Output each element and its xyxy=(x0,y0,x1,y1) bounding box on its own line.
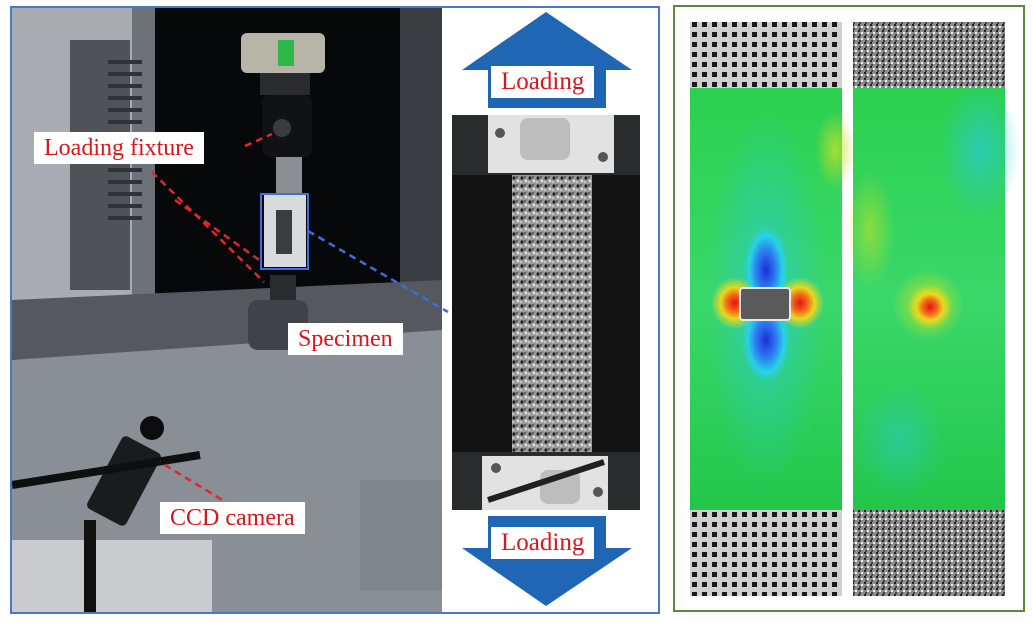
ccd-camera-icon xyxy=(11,416,201,612)
specimen-closeup xyxy=(452,115,640,510)
label-loading-top: Loading xyxy=(491,66,595,98)
specimen-box-icon xyxy=(260,193,309,270)
pointer-lines xyxy=(151,132,449,508)
label-specimen: Specimen xyxy=(288,323,403,355)
label-loading-bottom: Loading xyxy=(491,527,595,559)
left-panel-frame xyxy=(10,6,660,614)
label-loading-fixture: Loading fixture xyxy=(34,132,204,164)
label-ccd-camera: CCD camera xyxy=(160,502,305,534)
right-panel-frame xyxy=(673,5,1025,612)
strain-map-right xyxy=(845,22,1020,596)
test-rig-photo xyxy=(11,8,442,612)
strain-map-left xyxy=(690,22,855,596)
